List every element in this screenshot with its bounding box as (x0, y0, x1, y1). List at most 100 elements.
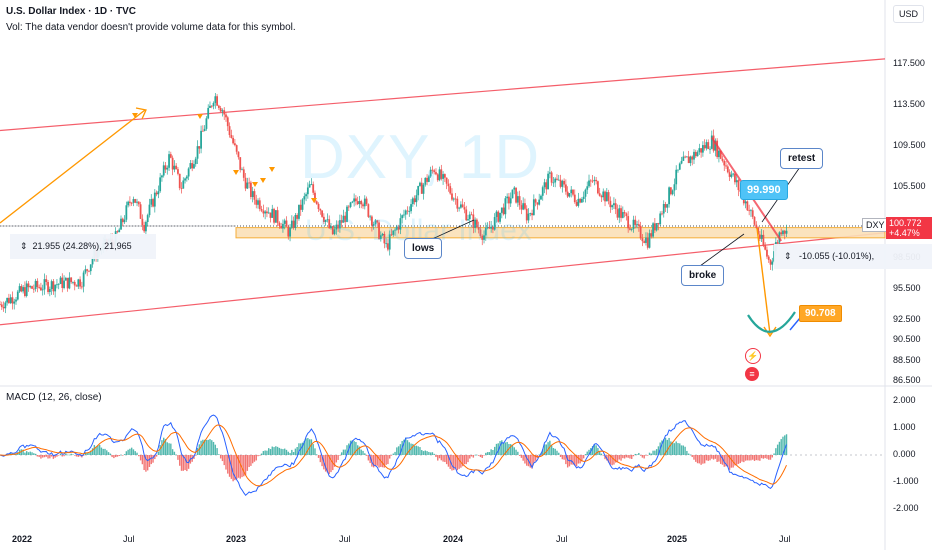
candle-body (250, 182, 252, 197)
candle-body (607, 192, 610, 201)
macd-histogram-bar (485, 452, 487, 455)
candle-body (748, 210, 751, 212)
time-tick-label: 2025 (667, 534, 688, 544)
candle-body (616, 209, 619, 218)
candle-body (127, 201, 130, 206)
macd-histogram-bar (711, 455, 713, 459)
macd-histogram-bar (476, 454, 478, 456)
macd-title[interactable]: MACD (12, 26, close) (6, 392, 102, 403)
macd-histogram-bar (620, 455, 622, 461)
candle-body (751, 210, 754, 217)
candle-body (584, 189, 587, 197)
macd-histogram-bar (622, 455, 624, 459)
time-tick-label: Jul (779, 534, 791, 544)
candle-body (776, 242, 779, 243)
macd-histogram-bar (232, 455, 234, 482)
macd-histogram-bar (502, 443, 505, 455)
macd-histogram-bar (405, 437, 407, 455)
candle-body (671, 190, 674, 195)
macd-histogram-bar (282, 449, 284, 455)
candle-body (661, 213, 663, 215)
candle-body (627, 216, 630, 229)
candle-body (673, 184, 676, 191)
macd-histogram-bar (477, 455, 480, 456)
macd-histogram-bar (328, 455, 330, 475)
lows-callout[interactable]: lows (404, 238, 443, 259)
candle-body (750, 210, 752, 212)
macd-histogram-bar (378, 455, 380, 468)
candle-body (219, 107, 222, 112)
macd-histogram-bar (36, 455, 39, 457)
macd-histogram-bar (702, 455, 704, 464)
candle-body (32, 288, 35, 290)
macd-histogram-bar (771, 455, 773, 458)
candle-body (328, 219, 331, 229)
candle-body (548, 172, 551, 174)
macd-histogram-bar (533, 455, 535, 463)
candle-body (534, 199, 537, 203)
macd-histogram-bar (647, 455, 649, 456)
candle-body (696, 152, 699, 157)
macd-histogram-bar (736, 455, 738, 465)
macd-histogram-bar (600, 453, 603, 455)
candle-body (449, 186, 452, 194)
macd-histogram-bar (107, 452, 110, 455)
macd-histogram-bar (358, 446, 361, 455)
last-price-tag: 100.772 +4.47% (886, 217, 932, 239)
macd-histogram-bar (141, 455, 144, 465)
macd-histogram-bar (474, 454, 476, 456)
macd-histogram-bar (493, 446, 496, 455)
candle-body (410, 204, 412, 212)
price-tick-label: 105.500 (893, 180, 926, 191)
macd-histogram-bar (435, 455, 437, 458)
candle-body (563, 180, 565, 185)
macd-histogram-bar (408, 442, 410, 455)
macd-histogram-bar (116, 455, 119, 457)
candle-body (203, 128, 206, 132)
support-zone[interactable] (0, 225, 886, 239)
candle-body (461, 204, 464, 208)
candle-body (408, 211, 411, 212)
candle-body (767, 256, 770, 260)
macd-histogram-bar (65, 453, 67, 455)
macd-histogram-bar (129, 448, 131, 455)
candle-body (363, 198, 366, 207)
macd-histogram-bar (739, 455, 741, 464)
lightning-event-icon[interactable]: ⚡ (745, 348, 761, 364)
macd-histogram-bar (93, 445, 96, 455)
candle-body (614, 203, 617, 210)
price-channel[interactable] (0, 58, 886, 326)
broke-callout[interactable]: broke (681, 265, 725, 286)
retest-callout[interactable]: retest (780, 148, 824, 169)
macd-histogram-bar (479, 455, 482, 458)
target-tag[interactable]: 90.708 (799, 305, 842, 322)
candle-body (82, 272, 85, 287)
candle-body (15, 299, 17, 302)
macd-histogram-bar (543, 444, 546, 455)
candle-body (331, 226, 334, 235)
candle-body (56, 284, 58, 286)
candle-body (701, 145, 704, 153)
macd-histogram-bar (29, 451, 31, 455)
candle-body (429, 169, 432, 177)
macd-histogram-bar (79, 455, 81, 457)
candle-body (376, 220, 379, 223)
macd-histogram-bar (91, 448, 94, 455)
macd-histogram-bar (645, 455, 647, 456)
level-tag[interactable]: 99.990 (740, 180, 788, 200)
macd-histogram-bar (207, 439, 209, 455)
symbol-title[interactable]: U.S. Dollar Index · 1D · TVC (6, 6, 137, 17)
measure-up-box[interactable]: ⇕ 21.955 (24.28%), 21,965 (10, 234, 156, 259)
pivot-marker (132, 113, 138, 118)
candle-body (168, 154, 170, 168)
currency-button[interactable]: USD (893, 5, 925, 23)
last-price-value: 100.772 (889, 218, 922, 228)
candle-body (4, 302, 7, 309)
candle-body (282, 223, 284, 229)
us-flag-event-icon[interactable]: ≡ (745, 367, 759, 381)
macd-histogram-bar (106, 450, 108, 455)
macd-histogram-bar (737, 455, 740, 464)
measure-down-box[interactable]: ⇕ -10.055 (-10.01%), (774, 244, 932, 269)
candle-body (45, 279, 48, 282)
